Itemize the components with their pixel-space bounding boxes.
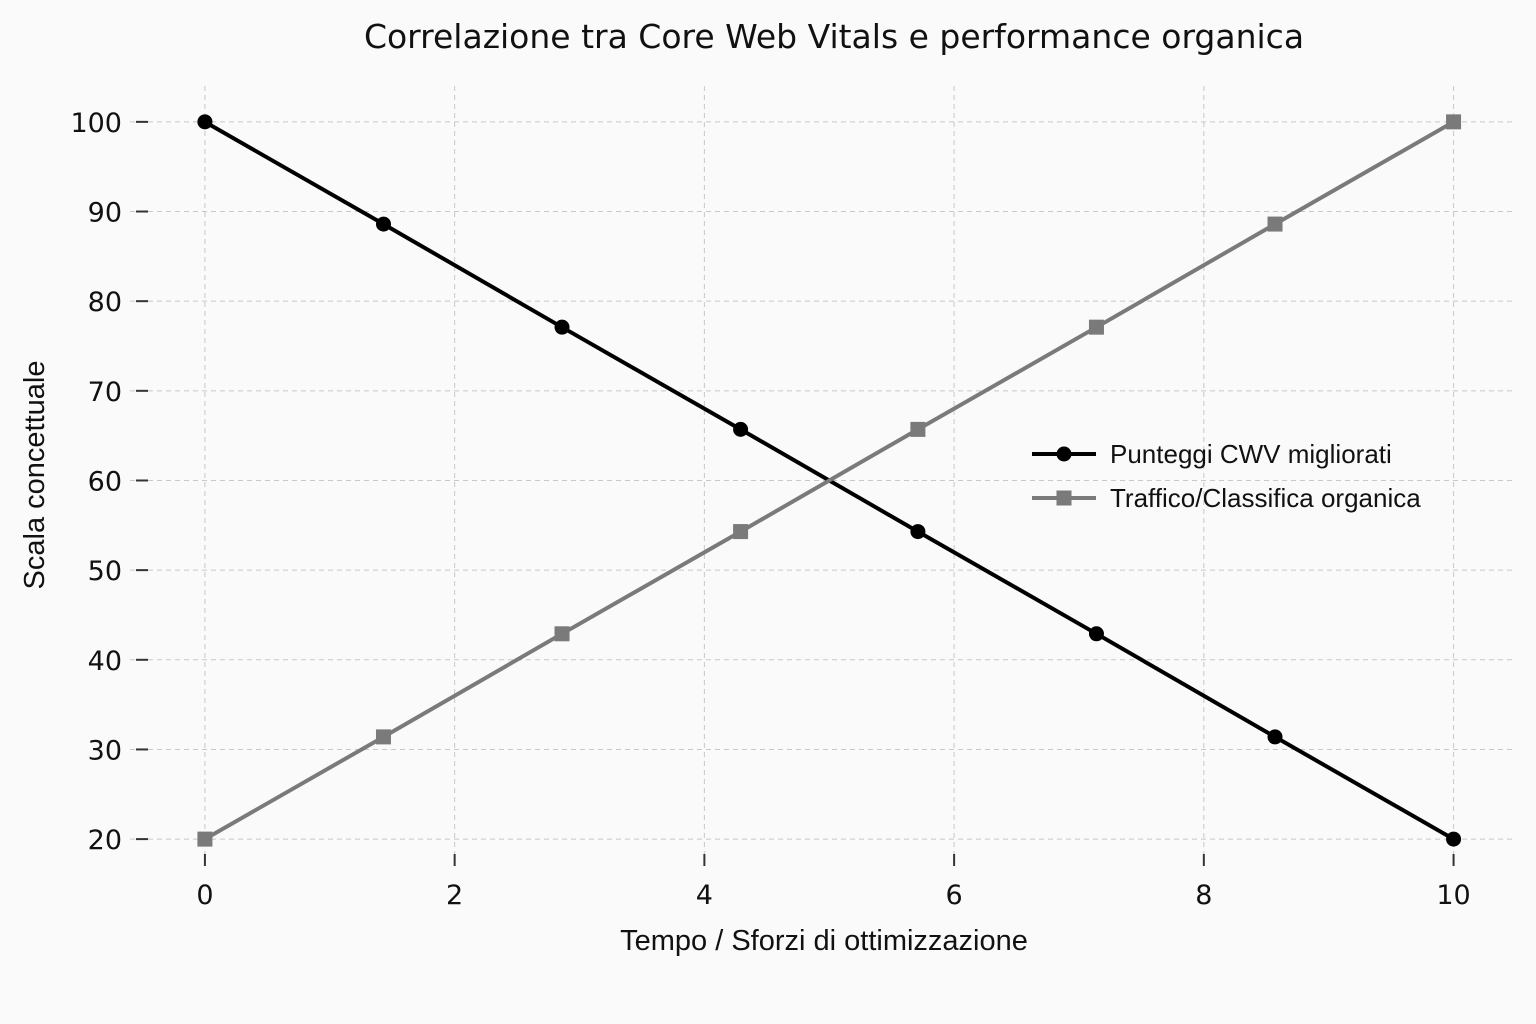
series-group	[197, 114, 1462, 847]
data-point-square	[1088, 319, 1104, 335]
chart-title: Correlazione tra Core Web Vitals e perfo…	[364, 17, 1304, 56]
data-point-square	[554, 626, 570, 642]
legend: Punteggi CWV migliorati Traffico/Classifi…	[1032, 439, 1421, 513]
y-tick-label: 70	[88, 377, 122, 408]
data-point-square	[1446, 114, 1462, 130]
data-point-square	[910, 421, 926, 437]
y-tick-label: 60	[88, 466, 122, 497]
y-tick-label: 100	[70, 108, 122, 139]
x-tick-label: 6	[946, 880, 963, 911]
data-point-square	[1267, 216, 1283, 232]
legend-item: Traffico/Classifica organica	[1032, 483, 1421, 513]
x-tick-label: 8	[1195, 880, 1212, 911]
y-tick-label: 20	[88, 825, 122, 856]
legend-swatch-marker	[1056, 490, 1072, 506]
axis-ticks: 20 30 40 50 60 70 80 90 100 0 2 4 6 8 10	[70, 108, 1470, 911]
x-axis-label: Tempo / Sforzi di ottimizzazione	[620, 925, 1028, 957]
data-point-circle	[1267, 729, 1283, 745]
data-point-circle	[1446, 831, 1462, 847]
x-tick-label: 0	[196, 880, 213, 911]
data-point-circle	[910, 524, 926, 540]
legend-label: Traffico/Classifica organica	[1110, 483, 1421, 513]
series-2	[197, 114, 1462, 847]
y-tick-label: 80	[88, 287, 122, 318]
grid	[130, 86, 1516, 866]
data-point-circle	[375, 216, 391, 232]
data-point-circle	[197, 114, 213, 130]
y-tick-label: 50	[88, 556, 122, 587]
legend-item: Punteggi CWV migliorati	[1032, 439, 1392, 469]
legend-label: Punteggi CWV migliorati	[1110, 439, 1392, 469]
x-tick-label: 4	[696, 880, 713, 911]
data-point-square	[733, 524, 749, 540]
y-axis-label: Scala concettuale	[19, 361, 51, 590]
y-tick-label: 30	[88, 735, 122, 766]
series-line	[203, 120, 1455, 841]
x-tick-label: 2	[446, 880, 463, 911]
data-point-square	[375, 729, 391, 745]
data-point-circle	[733, 421, 749, 437]
y-tick-label: 90	[88, 198, 122, 229]
y-tick-label: 40	[88, 646, 122, 677]
legend-swatch-marker	[1056, 446, 1072, 462]
data-point-circle	[554, 319, 570, 335]
data-point-square	[197, 831, 213, 847]
x-tick-label: 10	[1436, 880, 1470, 911]
data-point-circle	[1088, 626, 1104, 642]
